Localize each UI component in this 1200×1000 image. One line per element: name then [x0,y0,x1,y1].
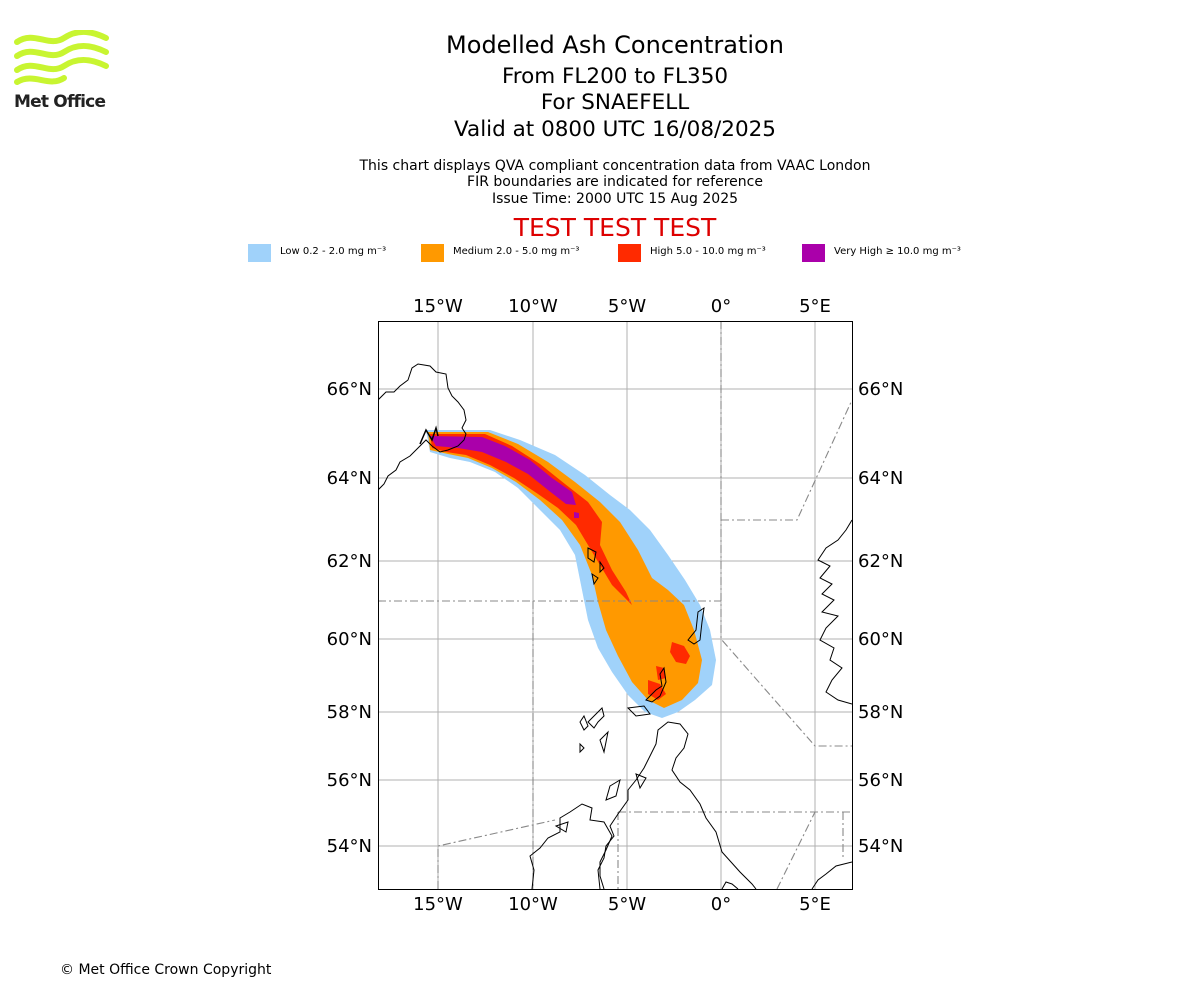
lon-label: 5°E [799,296,831,317]
ash-medium-region [428,432,702,708]
lat-label: 56°N [327,770,372,791]
lon-label: 5°W [608,894,646,915]
ash-high-patch [648,680,666,700]
lon-label: 10°W [508,296,558,317]
lat-label: 56°N [858,770,903,791]
fir-note: FIR boundaries are indicated for referen… [467,174,763,190]
lat-label: 58°N [858,702,903,723]
lat-label: 66°N [327,379,372,400]
legend-swatch-medium [421,244,444,262]
legend-label-very-high: Very High ≥ 10.0 mg m⁻³ [834,246,961,257]
logo-text: Met Office [14,92,106,112]
lon-labels-bottom: 15°W 10°W 5°W 0° 5°E [413,894,831,915]
lon-label: 15°W [413,894,463,915]
ash-very-high-region [430,436,576,505]
coastlines [378,363,852,889]
lon-labels-top: 15°W 10°W 5°W 0° 5°E [413,296,831,317]
valid-time: Valid at 0800 UTC 16/08/2025 [453,117,776,142]
flight-levels: From FL200 to FL350 [501,64,729,89]
lat-label: 64°N [327,468,372,489]
legend-label-low: Low 0.2 - 2.0 mg m⁻³ [280,246,387,257]
ash-high-patch [670,642,690,664]
copyright: © Met Office Crown Copyright [60,962,272,978]
legend-swatch-very-high [802,244,825,262]
lat-label: 60°N [858,629,903,650]
legend-label-high: High 5.0 - 10.0 mg m⁻³ [650,246,766,257]
lat-label: 54°N [858,836,903,857]
lat-label: 66°N [858,379,903,400]
lat-label: 54°N [327,836,372,857]
issue-time: Issue Time: 2000 UTC 15 Aug 2025 [491,191,739,207]
ash-very-high-patch [574,512,579,518]
volcano-marker [419,425,439,445]
lon-label: 5°W [608,296,646,317]
test-banner: TEST TEST TEST [513,213,717,242]
lat-label: 58°N [327,702,372,723]
lon-label: 10°W [508,894,558,915]
lon-label: 5°E [799,894,831,915]
met-office-logo [14,30,109,85]
lat-labels-right: 66°N 64°N 62°N 60°N 58°N 56°N 54°N [858,379,903,857]
lat-label: 62°N [858,551,903,572]
legend-swatch-low [248,244,271,262]
lat-labels-left: 66°N 64°N 62°N 60°N 58°N 56°N 54°N [327,379,372,857]
legend: Low 0.2 - 2.0 mg m⁻³ Medium 2.0 - 5.0 mg… [0,244,1200,264]
lon-label: 0° [711,296,731,317]
map-frame [378,321,853,890]
lat-label: 64°N [858,468,903,489]
legend-swatch-high [618,244,641,262]
lat-label: 62°N [327,551,372,572]
chart-title: Modelled Ash Concentration [446,31,784,59]
lat-label: 60°N [327,629,372,650]
fir-boundaries [378,321,852,889]
lon-label: 15°W [413,296,463,317]
chart-description: This chart displays QVA compliant concen… [359,158,871,174]
volcano-name: For SNAEFELL [540,90,690,115]
lon-label: 0° [711,894,731,915]
legend-label-medium: Medium 2.0 - 5.0 mg m⁻³ [453,246,580,257]
